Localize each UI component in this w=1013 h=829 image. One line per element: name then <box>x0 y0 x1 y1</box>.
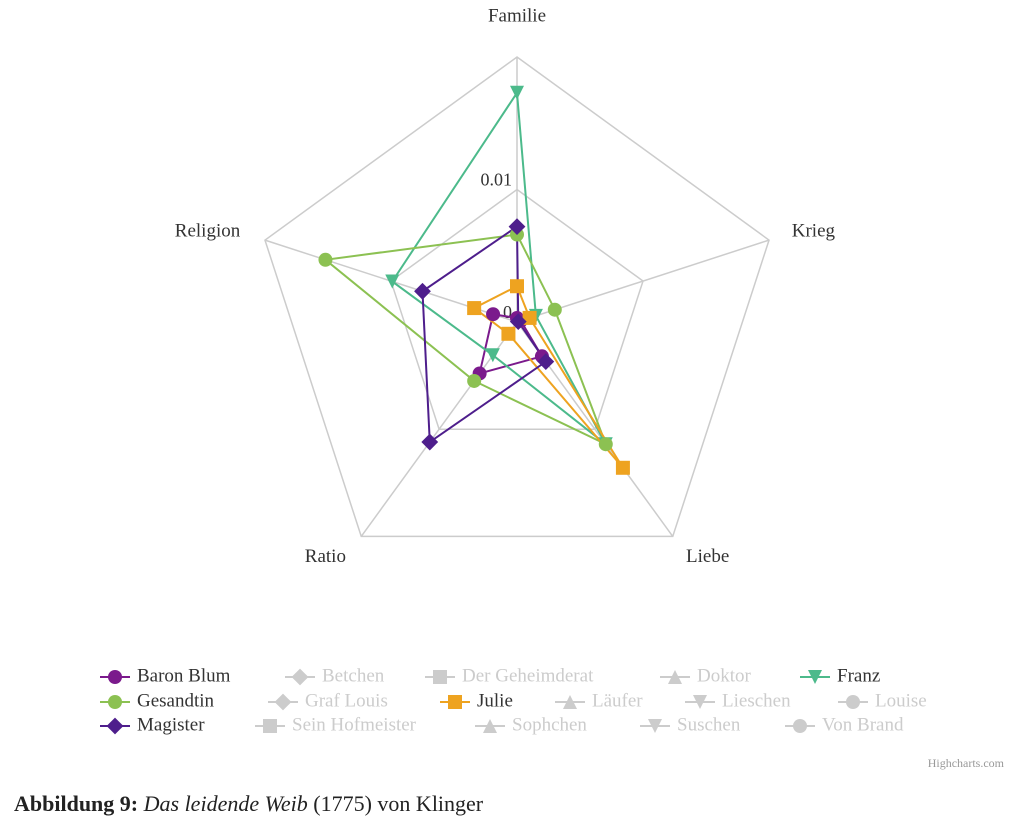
legend-item[interactable]: Graf Louis <box>268 690 388 711</box>
marker <box>318 252 333 267</box>
marker <box>508 218 526 235</box>
y-tick-label: 0 <box>503 302 512 322</box>
category-label: Ratio <box>305 546 346 567</box>
legend-label: Magister <box>137 714 205 735</box>
marker <box>668 670 682 684</box>
marker <box>385 274 400 289</box>
legend-label: Lieschen <box>722 690 791 711</box>
series-line <box>323 233 608 447</box>
legend-label: Louise <box>875 690 927 711</box>
marker <box>291 668 309 686</box>
caption-label: Abbildung 9: <box>14 791 138 816</box>
marker <box>547 302 562 317</box>
legend-item[interactable]: Baron Blum <box>100 665 231 686</box>
marker <box>537 353 555 371</box>
marker <box>433 670 447 684</box>
legend-label: Julie <box>477 690 513 711</box>
legend-item[interactable]: Julie <box>440 690 513 711</box>
marker <box>509 313 527 330</box>
marker <box>563 695 577 709</box>
category-label: Krieg <box>792 220 836 241</box>
legend-label: Franz <box>837 665 880 686</box>
legend-item[interactable]: Der Geheimderat <box>425 665 594 686</box>
marker <box>467 373 482 388</box>
grid-ring <box>264 56 770 538</box>
category-label: Religion <box>175 220 241 241</box>
category-label: Familie <box>488 5 546 26</box>
legend-item[interactable]: Lieschen <box>685 690 791 711</box>
legend-label: Der Geheimderat <box>462 665 594 686</box>
plot <box>318 85 630 475</box>
marker <box>793 719 807 733</box>
marker <box>108 695 122 709</box>
y-tick-label: 0.01 <box>481 170 513 190</box>
series-line <box>390 89 607 445</box>
category-label: Liebe <box>686 546 729 567</box>
marker <box>510 85 524 100</box>
marker <box>414 282 431 300</box>
marker <box>693 695 707 709</box>
marker <box>106 717 124 735</box>
grid-ring <box>390 188 644 430</box>
caption-title: Das leidende Weib <box>143 791 308 816</box>
legend-item[interactable]: Franz <box>800 665 880 686</box>
legend-item[interactable]: Sophchen <box>475 714 587 735</box>
legend-label: Läufer <box>592 690 643 711</box>
caption: Abbildung 9: Das leidende Weib (1775) vo… <box>14 791 484 816</box>
marker <box>483 719 497 733</box>
marker <box>467 301 482 316</box>
marker <box>808 670 822 684</box>
marker <box>486 307 501 322</box>
marker <box>648 719 662 733</box>
marker <box>598 437 613 452</box>
legend: Baron Blum Betchen Der Geheimderat Doktor Fr… <box>100 665 927 735</box>
legend-item[interactable]: Sein Hofmeister <box>255 714 417 735</box>
legend-label: Betchen <box>322 665 385 686</box>
marker <box>263 719 277 733</box>
series-line <box>421 224 548 444</box>
legend-item[interactable]: Doktor <box>660 665 752 686</box>
marker <box>448 695 462 709</box>
legend-item[interactable]: Läufer <box>555 690 643 711</box>
legend-item[interactable]: Von Brand <box>785 714 904 735</box>
marker <box>108 670 122 684</box>
legend-item[interactable]: Betchen <box>285 665 385 686</box>
legend-label: Von Brand <box>822 714 904 735</box>
legend-item[interactable]: Suschen <box>640 714 741 735</box>
legend-label: Suschen <box>677 714 741 735</box>
marker <box>274 693 292 711</box>
legend-label: Sein Hofmeister <box>292 714 417 735</box>
legend-item[interactable]: Louise <box>838 690 927 711</box>
legend-label: Sophchen <box>512 714 587 735</box>
legend-label: Baron Blum <box>137 665 231 686</box>
grid: Familie Krieg Liebe Ratio Religion 0 0.01 <box>175 5 836 566</box>
marker <box>501 326 516 341</box>
marker <box>615 460 630 475</box>
marker <box>421 433 439 451</box>
legend-label: Graf Louis <box>305 690 388 711</box>
legend-label: Gesandtin <box>137 690 215 711</box>
marker <box>846 695 860 709</box>
marker <box>510 279 524 294</box>
caption-rest: (1775) von Klinger <box>313 791 484 816</box>
legend-item[interactable]: Gesandtin <box>100 690 215 711</box>
credits[interactable]: Highcharts.com <box>928 756 1005 770</box>
legend-item[interactable]: Magister <box>100 714 205 735</box>
legend-label: Doktor <box>697 665 752 686</box>
marker <box>485 348 500 363</box>
